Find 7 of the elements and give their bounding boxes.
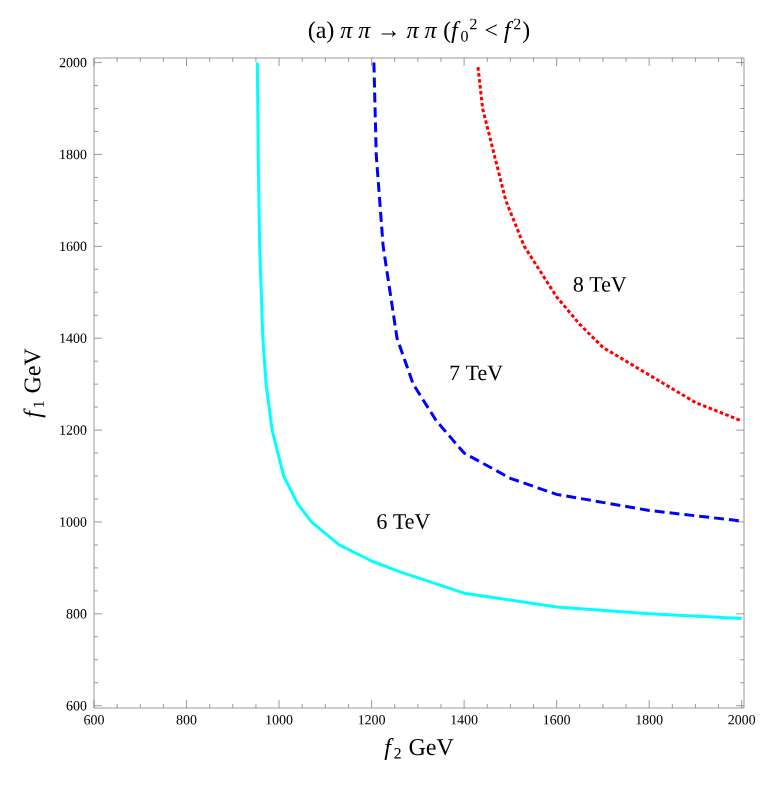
x-axis-title: f$_{2}$ GeV <box>384 738 454 761</box>
chart-title: (a) π π → π π (f$_{0}$$^{2}$ < f$^{2}$) <box>308 18 530 43</box>
line-series <box>255 61 744 620</box>
series-label: 8 TeV <box>573 276 627 292</box>
series-label: 6 TeV <box>377 514 431 529</box>
series-label: 7 TeV <box>450 365 503 381</box>
y-axis-title: f$_{1}$ GeV <box>23 348 46 418</box>
